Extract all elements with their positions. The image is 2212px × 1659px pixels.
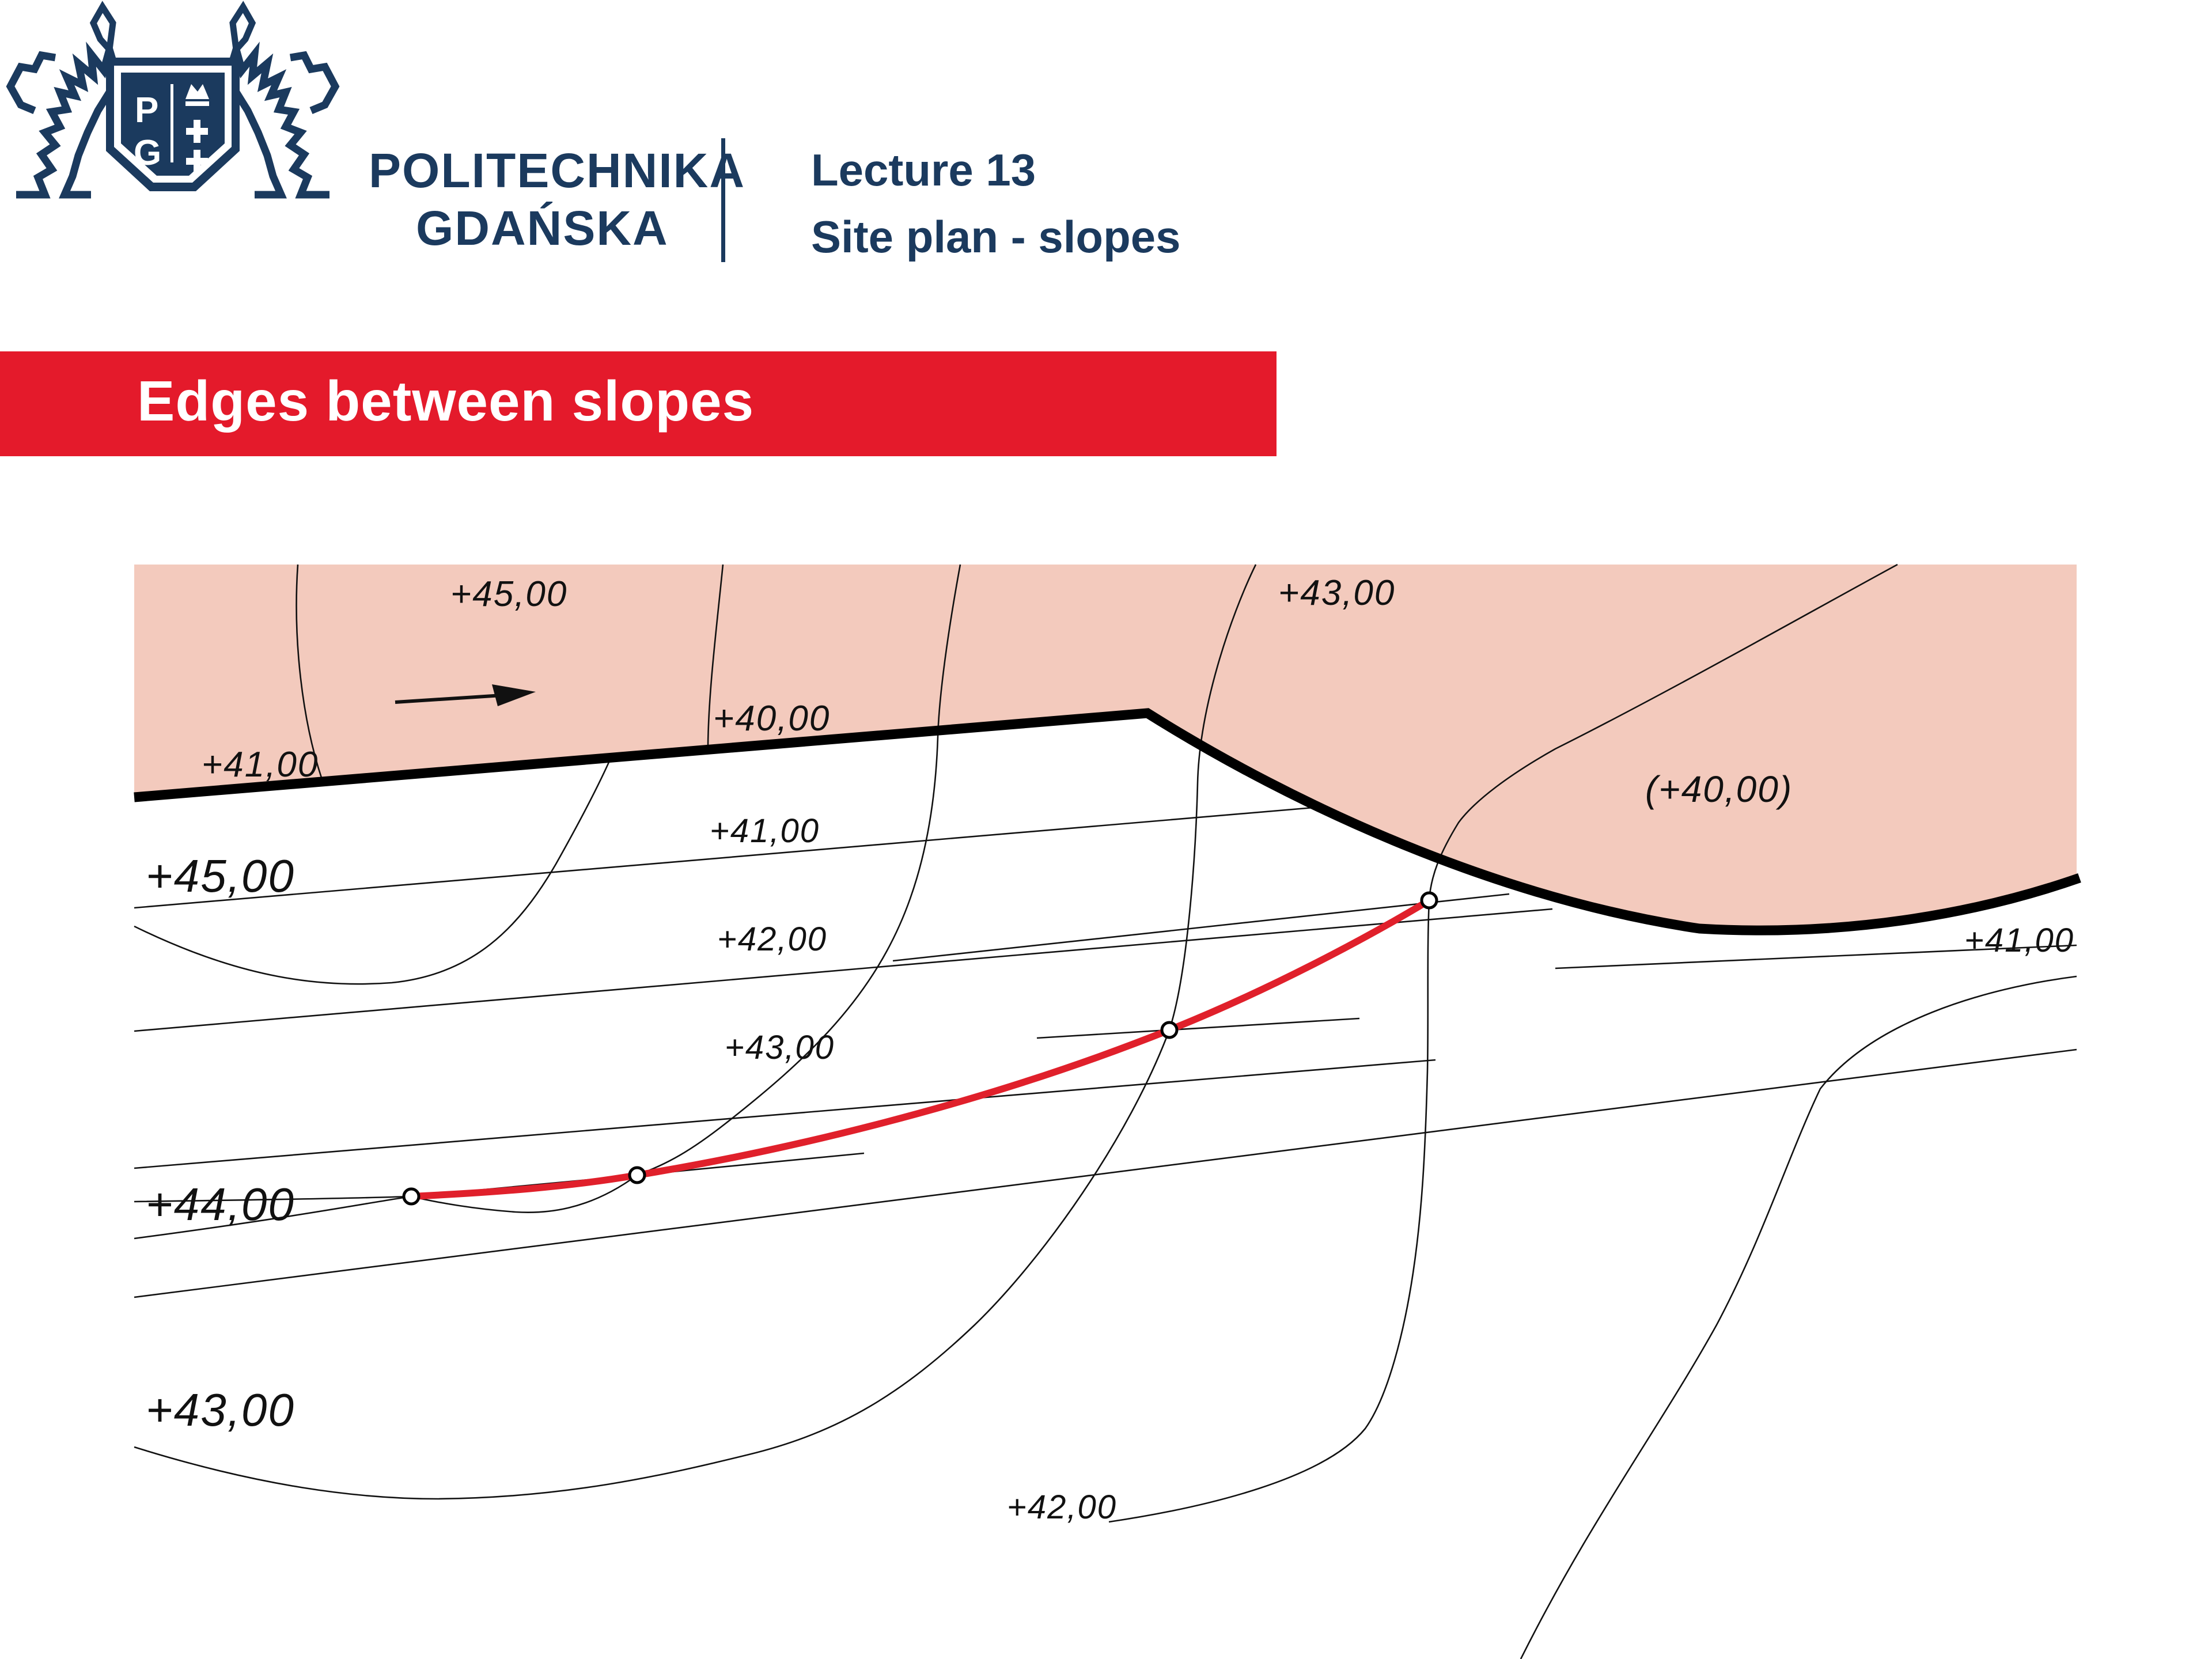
- slope-line: [1036, 1017, 1360, 1039]
- intersection-point: [1420, 891, 1438, 910]
- section-banner: Edges between slopes: [0, 351, 1277, 456]
- section-title: Edges between slopes: [137, 369, 755, 433]
- contour-line: [1108, 563, 1898, 1523]
- elevation-label: +42,00: [1007, 1488, 1117, 1526]
- elevation-label: +43,00: [146, 1384, 295, 1435]
- elevation-label: +42,00: [717, 921, 827, 958]
- slope-line: [134, 1048, 2077, 1298]
- contour-line: [296, 564, 323, 778]
- elevation-label: +41,00: [1964, 922, 2074, 959]
- slope-line: [1555, 944, 2077, 969]
- elevation-label: +44,00: [146, 1179, 295, 1230]
- elevation-label: +45,00: [450, 574, 567, 614]
- elevation-label: +45,00: [146, 850, 295, 902]
- slope-line: [134, 1059, 1436, 1169]
- elevation-label: +41,00: [710, 812, 820, 850]
- elevation-label: +43,00: [1278, 573, 1395, 613]
- lecture-subtitle: Site plan - slopes: [811, 211, 1181, 262]
- contour-line: [707, 564, 724, 747]
- slope-line: [134, 908, 1553, 1032]
- lion-left-icon: [6, 1, 120, 199]
- slope-direction-arrow: [395, 684, 536, 706]
- slope-line: [134, 806, 1314, 909]
- elevation-label: +41,00: [202, 745, 319, 785]
- intersection-point: [402, 1187, 421, 1206]
- cross-icon: [186, 120, 208, 143]
- logo-letter-p: P: [135, 90, 158, 130]
- contour-line: [1520, 975, 2077, 1659]
- slope-line: [892, 893, 1510, 962]
- brand-line-1: POLITECHNIKA: [369, 143, 745, 198]
- elevation-label: (+40,00): [1645, 768, 1793, 810]
- intersection-point: [1160, 1021, 1179, 1039]
- edge-between-slopes: [411, 897, 1431, 1200]
- elevation-label: +43,00: [725, 1029, 835, 1066]
- university-logo: P G: [0, 0, 346, 222]
- lion-right-icon: [225, 1, 340, 199]
- elevation-label: +40,00: [713, 699, 830, 738]
- intersection-point: [628, 1166, 646, 1184]
- shield-icon: P G: [106, 58, 240, 191]
- lecture-number: Lecture 13: [811, 145, 1036, 195]
- contour-line: [134, 564, 1257, 1500]
- brand-line-2: GDAŃSKA: [416, 201, 669, 255]
- crown-icon: [185, 84, 209, 106]
- contour-line: [134, 755, 613, 985]
- plateau-area: [134, 565, 2080, 931]
- slope-top-edge: [134, 708, 2081, 935]
- logo-letter-g: G: [134, 133, 161, 173]
- header-divider: [721, 138, 725, 262]
- cross-icon: [186, 150, 208, 173]
- university-name: POLITECHNIKA GDAŃSKA: [369, 142, 745, 257]
